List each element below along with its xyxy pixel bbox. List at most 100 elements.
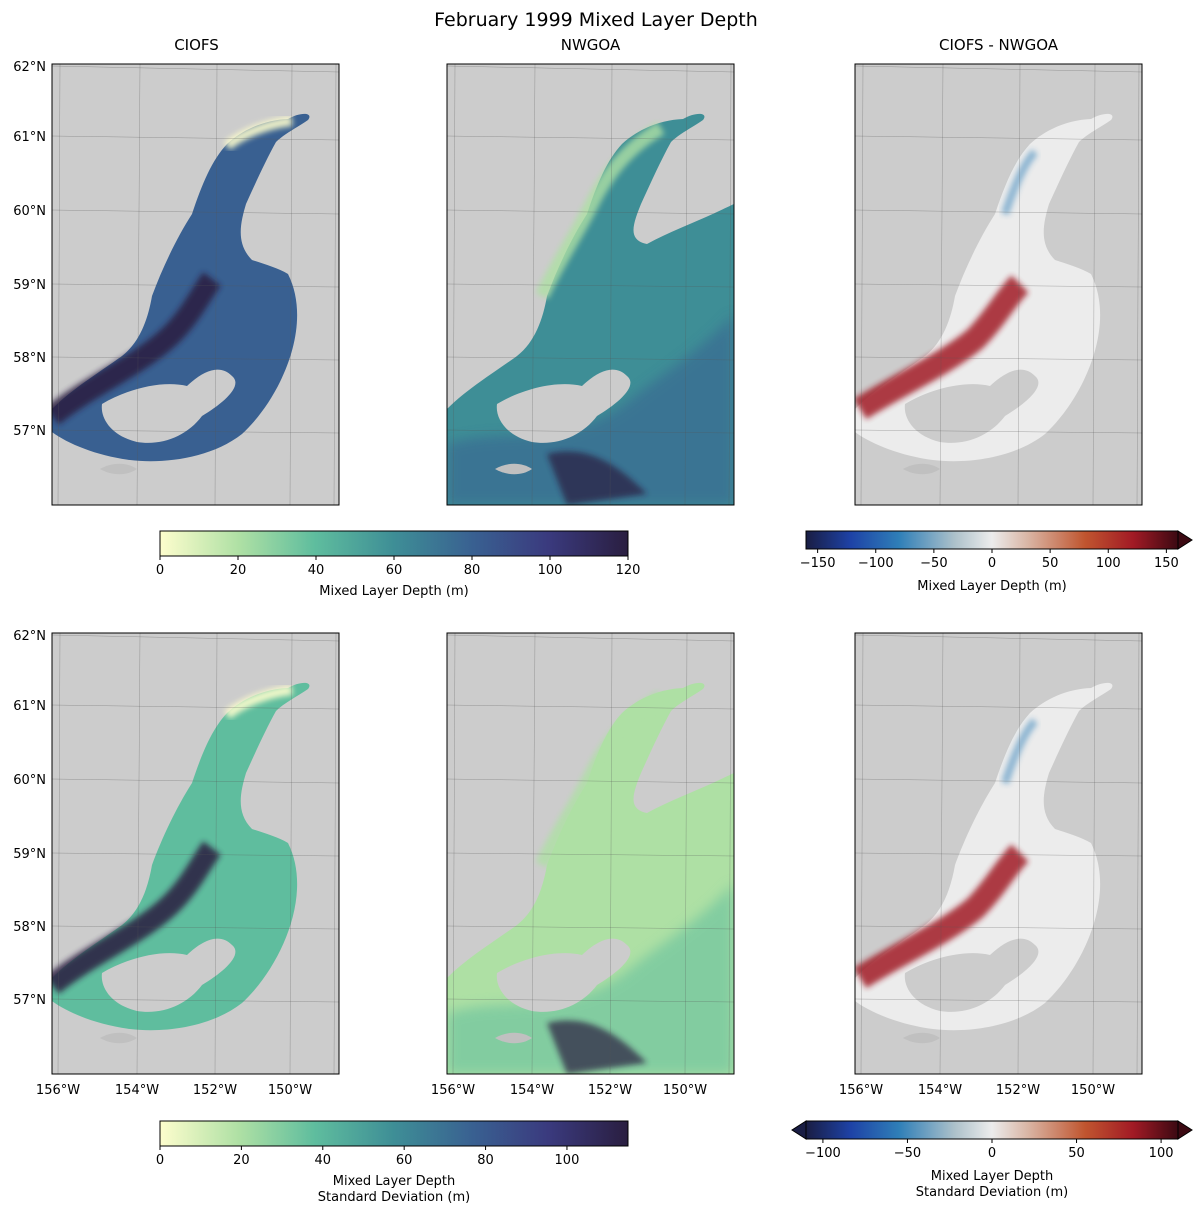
lat-tick-label: 59°N xyxy=(13,847,46,862)
lat-tick-label: 58°N xyxy=(13,351,46,366)
meridian-line xyxy=(860,64,864,505)
kodiak-island xyxy=(101,938,236,1012)
meridian-line xyxy=(333,64,337,505)
meridian-line xyxy=(684,64,688,505)
parallel-line xyxy=(447,634,734,642)
shallow-head xyxy=(223,116,293,150)
kodiak-island xyxy=(496,369,631,443)
colorbar-tick-label: 120 xyxy=(616,563,641,578)
colorbar-tick-label: 150 xyxy=(1154,556,1179,571)
meridian-line xyxy=(609,64,613,505)
panel-map-area xyxy=(447,633,734,1074)
meridian-line xyxy=(289,633,293,1074)
lat-tick-label: 58°N xyxy=(13,920,46,935)
colorbar-label: Mixed Layer Depth xyxy=(333,1174,455,1189)
panel-map-area xyxy=(855,64,1142,505)
colorbar-label: Mixed Layer Depth (m) xyxy=(917,579,1066,594)
panel-map-area xyxy=(52,633,339,1074)
lon-tick-label: 150°W xyxy=(268,1083,312,1098)
meridian-line xyxy=(136,633,141,1074)
colorbar-tick-label: 60 xyxy=(386,563,403,578)
meridian-line xyxy=(728,633,732,1074)
meridian-line xyxy=(289,64,293,505)
lon-tick-label: 156°W xyxy=(431,1083,475,1098)
parallel-line xyxy=(447,704,734,710)
deep-streak xyxy=(547,1020,647,1074)
parallel-line xyxy=(855,778,1142,784)
parallel-line xyxy=(855,135,1142,141)
colorbar-gradient xyxy=(805,530,1179,550)
meridian-line xyxy=(609,633,613,1074)
deep-channel xyxy=(52,272,221,425)
colorbar-tick-label: 80 xyxy=(464,563,481,578)
parallel-line xyxy=(52,356,339,361)
parallel-line xyxy=(855,429,1142,434)
lon-tick-label: 154°W xyxy=(115,1083,159,1098)
colorbar-tick-label: 40 xyxy=(315,1153,332,1168)
panel-std-ciofs: 62°N 61°N 60°N 59°N 58°N 57°N 156°W 154°W 152°W 1… xyxy=(13,629,340,1098)
parallel-line xyxy=(52,65,339,73)
colorbar-tick-label: 100 xyxy=(1149,1146,1174,1161)
lat-tick-label: 60°N xyxy=(13,204,46,219)
colorbar-gradient xyxy=(159,530,629,557)
meridian-line xyxy=(531,64,536,505)
colorbar-tick-label: 20 xyxy=(233,1153,250,1168)
lon-tick-label: 154°W xyxy=(918,1083,962,1098)
meridian-line xyxy=(939,633,944,1074)
colorbar-label: Standard Deviation (m) xyxy=(916,1185,1068,1200)
colorbar-label: Standard Deviation (m) xyxy=(318,1190,470,1205)
colorbar-mean-balance: −150 −100 −50 0 50 100 150 Mixed Layer Depth (m… xyxy=(800,530,1193,594)
colorbar-tick-label: −50 xyxy=(894,1146,921,1161)
colorbar-label: Mixed Layer Depth (m) xyxy=(319,584,468,599)
shallow-channel xyxy=(535,121,665,299)
colorbar-tick-label: −100 xyxy=(858,556,894,571)
parallel-line xyxy=(447,135,734,141)
panel-frame xyxy=(446,63,735,506)
colorbar-tick-label: 0 xyxy=(156,1153,164,1168)
parallel-line xyxy=(855,65,1142,73)
colorbar-tick-label: 20 xyxy=(230,563,247,578)
lat-tick-label: 57°N xyxy=(13,424,46,439)
lat-tick-label: 62°N xyxy=(13,629,46,644)
panel-frame xyxy=(51,632,340,1075)
panel-title: NWGOA xyxy=(561,36,621,54)
lat-tick-label: 61°N xyxy=(13,699,46,714)
colorbar-extend-min xyxy=(791,1120,807,1140)
lat-tick-label: 60°N xyxy=(13,773,46,788)
colorbar-tick-label: −50 xyxy=(920,556,947,571)
meridian-line xyxy=(1092,633,1096,1074)
parallel-line xyxy=(447,778,734,784)
parallel-line xyxy=(855,356,1142,361)
panel-map-area xyxy=(447,64,734,505)
parallel-line xyxy=(52,209,339,215)
parallel-line xyxy=(447,209,734,215)
lon-tick-label: 154°W xyxy=(510,1083,554,1098)
parallel-line xyxy=(855,634,1142,642)
minor-islands xyxy=(100,463,137,475)
meridian-line xyxy=(939,64,944,505)
colorbar-gradient xyxy=(805,1120,1179,1140)
meridian-line xyxy=(57,633,61,1074)
parallel-line xyxy=(52,634,339,642)
panel-title: CIOFS - NWGOA xyxy=(939,36,1059,54)
shallow-channel xyxy=(535,690,665,868)
colorbar-tick-label: 80 xyxy=(477,1153,494,1168)
meridian-line xyxy=(860,633,864,1074)
parallel-line xyxy=(855,704,1142,710)
panel-std-nwgoa: 156°W 154°W 152°W 150°W xyxy=(431,632,735,1098)
meridian-line xyxy=(214,633,218,1074)
colorbar-extend-max xyxy=(1177,530,1193,550)
minor-islands xyxy=(100,1032,137,1044)
meridian-line xyxy=(214,64,218,505)
lat-tick-label: 62°N xyxy=(13,60,46,75)
panel-frame xyxy=(854,632,1143,1075)
colorbar-tick-label: 50 xyxy=(1042,556,1059,571)
lat-tick-label: 57°N xyxy=(13,993,46,1008)
meridian-line xyxy=(728,64,732,505)
kodiak-island xyxy=(496,938,631,1012)
lon-tick-label: 150°W xyxy=(1071,1083,1115,1098)
panel-mean-nwgoa: NWGOA xyxy=(446,36,735,506)
meridian-line xyxy=(452,64,456,505)
parallel-line xyxy=(52,998,339,1003)
